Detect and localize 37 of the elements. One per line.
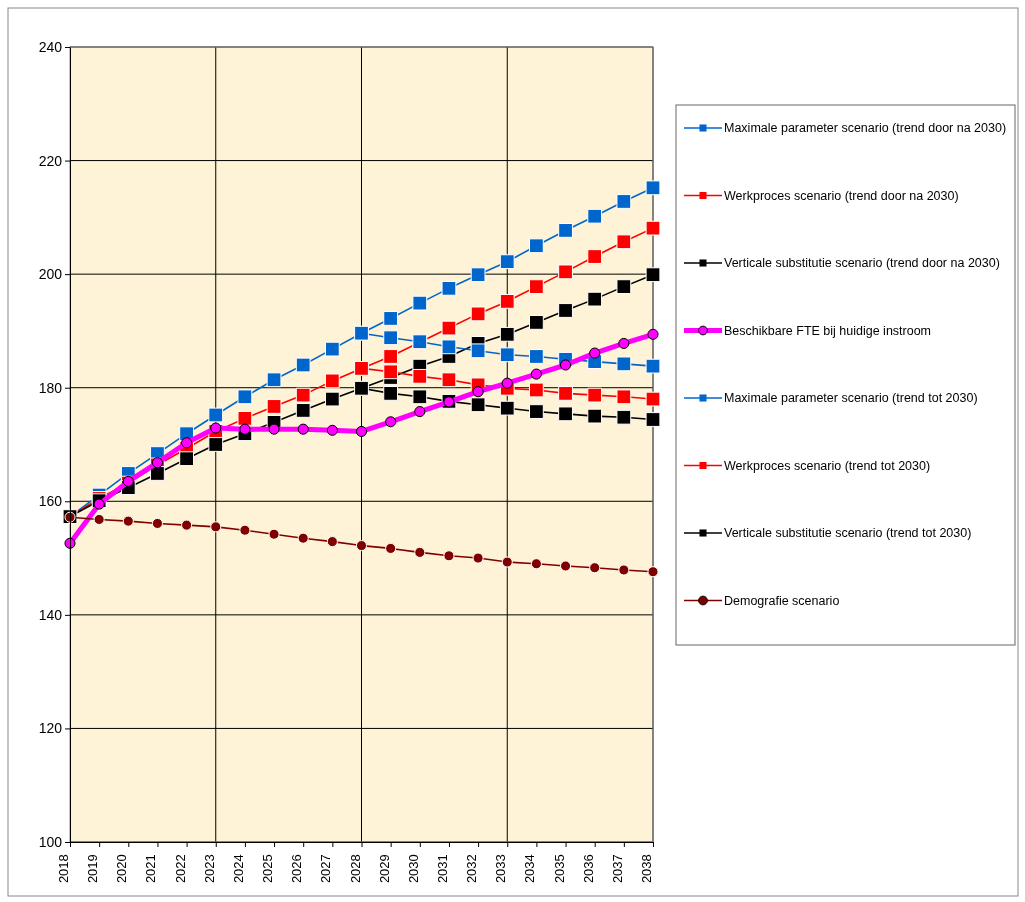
x-tick-label: 2030 [405, 854, 421, 884]
x-tick-label: 2023 [201, 854, 217, 884]
y-tick-label: 100 [38, 833, 63, 850]
y-tick-label: 140 [38, 606, 63, 623]
y-tick-label: 160 [38, 493, 63, 510]
x-tick-label: 2033 [493, 854, 509, 884]
x-tick-label: 2037 [609, 854, 625, 884]
x-tick-label: 2027 [318, 854, 334, 884]
x-tick-label: 2035 [551, 854, 567, 884]
x-tick-label: 2029 [376, 854, 392, 884]
x-tick-label: 2028 [347, 854, 363, 884]
legend-label: Beschikbare FTE bij huidige instroom [724, 323, 932, 338]
legend-label: Maximale parameter scenario (trend door na 2030) [724, 121, 1007, 135]
x-tick-label: 2024 [230, 854, 246, 884]
y-tick-label: 240 [38, 38, 63, 55]
x-tick-label: 2022 [172, 854, 188, 884]
y-tick-label: 180 [38, 379, 63, 396]
legend-label: Verticale substitutie scenario (trend door na 2030) [724, 256, 1000, 270]
legend-label: Werkproces scenario (trend tot 2030) [724, 458, 931, 473]
x-tick-label: 2038 [639, 854, 654, 884]
x-tick-label: 2036 [580, 854, 596, 884]
legend-label: Demografie scenario [724, 593, 840, 608]
x-tick-label: 2019 [85, 854, 101, 884]
x-tick-label: 2026 [289, 854, 305, 884]
legend-label: Verticale substitutie scenario (trend tot 2030) [724, 526, 972, 540]
x-tick-label: 2020 [114, 854, 130, 884]
x-tick-label: 2031 [434, 854, 450, 884]
x-tick-label: 2032 [464, 854, 480, 884]
x-tick-label: 2034 [522, 854, 538, 884]
y-tick-label: 220 [38, 152, 63, 169]
y-tick-label: 200 [38, 266, 63, 283]
legend-label: Maximale parameter scenario (trend tot 2030) [724, 391, 978, 405]
y-tick-label: 120 [38, 720, 63, 737]
x-tick-label: 2021 [143, 854, 159, 884]
x-tick-label: 2018 [56, 854, 71, 884]
x-tick-label: 2025 [260, 854, 276, 884]
legend-label: Werkproces scenario (trend door na 2030) [724, 188, 959, 203]
